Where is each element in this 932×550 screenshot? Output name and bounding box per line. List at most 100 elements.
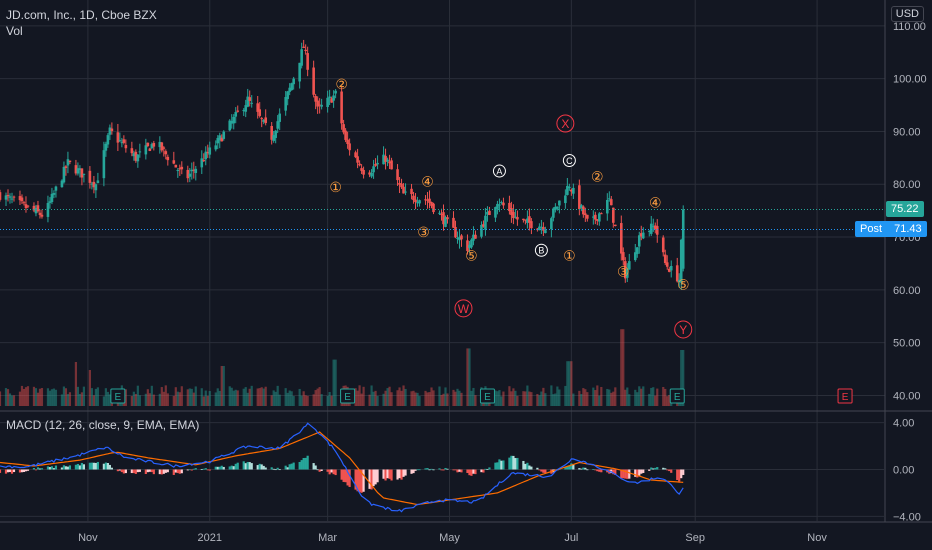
macd-histogram-bar: [362, 469, 365, 492]
candle-body: [110, 128, 114, 132]
volume-bar: [578, 390, 581, 406]
volume-bar: [82, 386, 86, 406]
candle-body: [186, 169, 190, 179]
macd-histogram-bar: [60, 467, 64, 470]
volume-bar: [302, 391, 305, 406]
candle-body: [318, 104, 321, 106]
macd-histogram-bar: [572, 464, 575, 470]
macd-histogram-bar: [564, 467, 567, 470]
macd-histogram-bar: [456, 469, 459, 473]
volume-bar: [132, 391, 135, 406]
candle-body: [661, 237, 665, 253]
candle-body: [621, 252, 625, 261]
macd-histogram-bar: [176, 469, 179, 474]
candle-body: [272, 135, 275, 141]
macd-histogram-bar: [682, 469, 685, 475]
macd-histogram-bar: [244, 463, 247, 470]
macd-histogram-bar: [150, 469, 153, 473]
candle-body: [514, 216, 517, 218]
candle-body: [26, 205, 30, 207]
macd-histogram-bar: [216, 466, 219, 470]
volume-bar: [10, 395, 14, 406]
volume-bar: [332, 359, 335, 406]
volume-bar: [18, 391, 22, 406]
macd-histogram-bar: [626, 469, 629, 479]
candle-body: [486, 211, 489, 215]
candle-body: [78, 168, 82, 170]
candle-body: [12, 196, 16, 198]
candle-body: [24, 204, 28, 209]
candle-body: [376, 162, 379, 165]
volume-bar: [228, 386, 231, 406]
macd-histogram-bar: [330, 469, 333, 473]
candle-body: [32, 205, 36, 211]
macd-histogram-bar: [74, 464, 78, 470]
candle-body: [498, 204, 501, 206]
volume-bar: [390, 392, 393, 406]
macd-histogram-bar: [542, 469, 545, 473]
candle-body: [598, 213, 601, 222]
macd-histogram-bar: [666, 469, 669, 471]
macd-histogram-bar: [580, 468, 583, 470]
macd-histogram-bar: [108, 464, 111, 470]
macd-histogram-bar: [0, 469, 2, 473]
candle-body: [653, 225, 657, 229]
macd-histogram-bar: [620, 469, 623, 479]
macd-histogram-bar: [398, 469, 401, 479]
volume-bar: [458, 390, 461, 406]
candle-body: [679, 239, 683, 283]
volume-legend: Vol: [6, 24, 23, 38]
volume-bar: [558, 389, 561, 406]
macd-histogram-bar: [454, 469, 457, 471]
macd-line: [0, 422, 684, 513]
candle-body: [82, 173, 86, 175]
volume-bar: [106, 391, 109, 406]
macd-histogram-bar: [410, 469, 413, 474]
volume-bar: [38, 388, 42, 406]
macd-histogram-bar: [64, 466, 68, 470]
earnings-marker-label: E: [674, 392, 681, 403]
candle-body: [430, 202, 433, 206]
volume-bar: [428, 392, 431, 406]
volume-bar: [80, 392, 84, 406]
candle-body: [446, 217, 449, 220]
macd-histogram-bar: [670, 469, 673, 473]
candle-body: [586, 214, 589, 219]
macd-histogram-bar: [68, 465, 72, 470]
currency-button[interactable]: USD: [890, 6, 924, 22]
macd-histogram-bar: [426, 468, 429, 470]
volume-bar: [374, 390, 377, 406]
candle-body: [316, 100, 319, 107]
macd-histogram-bar: [468, 469, 471, 476]
volume-bar: [12, 395, 16, 406]
candle-body: [204, 151, 208, 160]
earnings-marker: [340, 388, 356, 404]
macd-histogram-bar: [166, 469, 169, 473]
macd-histogram-bar: [540, 469, 543, 472]
macd-histogram-bar: [438, 468, 441, 470]
candle-body: [8, 196, 12, 198]
macd-histogram-bar: [642, 469, 645, 473]
candle-body: [132, 153, 136, 157]
macd-histogram-bar: [460, 469, 463, 473]
wave-label-circle: [674, 320, 693, 339]
volume-bar: [440, 394, 443, 406]
macd-histogram-bar: [314, 465, 317, 470]
volume-bar: [372, 391, 375, 406]
candle-body: [284, 97, 287, 111]
volume-bar: [398, 387, 401, 406]
volume-bar: [600, 386, 603, 406]
macd-histogram-bar: [152, 469, 155, 475]
price-tick-label: 90.00: [893, 126, 921, 138]
earnings-marker: [479, 388, 495, 404]
candle-body: [94, 184, 98, 191]
candle-body: [578, 185, 581, 210]
candle-body: [402, 186, 405, 194]
volume-bar: [258, 388, 261, 406]
volume-bar: [144, 393, 147, 406]
macd-histogram-bar: [508, 457, 511, 470]
macd-histogram-bar: [36, 467, 40, 470]
candle-body: [386, 159, 389, 162]
macd-histogram-bar: [82, 464, 86, 470]
